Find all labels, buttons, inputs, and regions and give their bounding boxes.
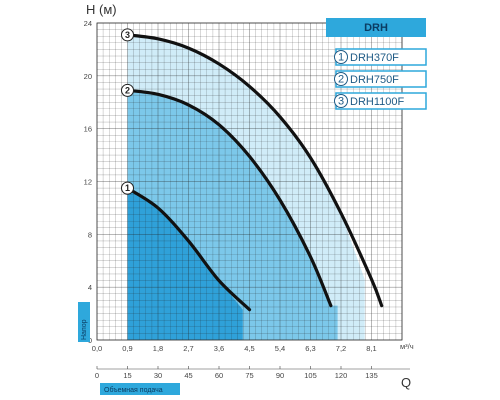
x-tick-label-lmin: 105 bbox=[304, 371, 317, 380]
x-tick-label-m3h: 8,1 bbox=[366, 344, 376, 353]
x-tick-label-m3h: 7,2 bbox=[336, 344, 346, 353]
legend: 1 DRH370F 2 DRH750F 3 DRH1100F bbox=[334, 48, 427, 110]
operating-bands bbox=[127, 34, 365, 340]
y-tick-label: 16 bbox=[84, 125, 92, 134]
x-tick-labels-m3h: 0,0 0,9 1,8 2,7 3,6 4,5 5,4 6,3 7,2 8,1 bbox=[92, 344, 377, 353]
x-tick-label-lmin: 135 bbox=[365, 371, 378, 380]
x-tick-label-lmin: 90 bbox=[276, 371, 284, 380]
legend-marker-label: 2 bbox=[338, 74, 344, 86]
curve-marker-label: 1 bbox=[125, 183, 130, 193]
x-axis-q-label: Q bbox=[401, 375, 411, 390]
curve-markers: 1 2 3 bbox=[121, 28, 134, 195]
plot-frame bbox=[96, 22, 403, 341]
y-tick-label: 12 bbox=[84, 178, 92, 187]
y-tick-label: 20 bbox=[84, 72, 92, 81]
curve-marker-label: 3 bbox=[125, 30, 130, 40]
x-tick-label-lmin: 15 bbox=[123, 371, 131, 380]
x-unit-label: м³/ч bbox=[400, 342, 414, 351]
curve-DRH370F bbox=[125, 186, 252, 312]
x-bottom-tag: Объемная подача bbox=[100, 383, 180, 395]
title-banner: DRH bbox=[326, 18, 426, 37]
x-tick-label-lmin: 60 bbox=[215, 371, 223, 380]
curve-marker-circle bbox=[121, 83, 134, 97]
y-tick-label: 24 bbox=[84, 19, 92, 28]
y-axis-title: H (м) bbox=[86, 2, 117, 17]
curve-DRH1100F bbox=[125, 33, 384, 308]
x-tick-label-lmin: 0 bbox=[95, 371, 99, 380]
x-tick-label-m3h: 1,8 bbox=[153, 344, 163, 353]
legend-entry-DRH370F: DRH370F bbox=[350, 52, 399, 64]
legend-entry-DRH750F: DRH750F bbox=[350, 74, 399, 86]
legend-marker bbox=[334, 72, 348, 86]
x-tick-label-m3h: 0,0 bbox=[92, 344, 102, 353]
curve-marker-circle bbox=[121, 28, 134, 42]
curve-marker-label: 2 bbox=[125, 85, 130, 95]
x-tick-label-m3h: 2,7 bbox=[183, 344, 193, 353]
x-tick-label-m3h: 6,3 bbox=[305, 344, 315, 353]
curve-DRH750F bbox=[125, 88, 333, 308]
x-tick-label-lmin: 75 bbox=[245, 371, 253, 380]
y-tick-label: 4 bbox=[88, 283, 92, 292]
chart-title: DRH bbox=[364, 22, 388, 34]
x-tick-label-lmin: 120 bbox=[335, 371, 348, 380]
y-side-tag-label: Напор bbox=[81, 319, 88, 340]
band-1 bbox=[127, 188, 243, 340]
legend-marker bbox=[334, 94, 348, 108]
y-tick-label: 8 bbox=[88, 230, 92, 239]
x-tick-label-m3h: 0,9 bbox=[122, 344, 132, 353]
x-bottom-tag-label: Объемная подача bbox=[104, 386, 163, 394]
legend-marker bbox=[334, 50, 348, 64]
x-tick-label-m3h: 4,5 bbox=[244, 344, 254, 353]
x-tick-label-m3h: 5,4 bbox=[275, 344, 285, 353]
y-side-tag: Напор bbox=[78, 302, 90, 342]
curve-marker-circle bbox=[121, 181, 134, 195]
x-tick-label-lmin: 30 bbox=[154, 371, 162, 380]
x-tick-label-lmin: 45 bbox=[184, 371, 192, 380]
x-tick-labels-lmin: 0 15 30 45 60 75 90 105 120 135 bbox=[95, 366, 410, 380]
x-tick-label-m3h: 3,6 bbox=[214, 344, 224, 353]
legend-entry-DRH1100F: DRH1100F bbox=[350, 96, 404, 108]
legend-marker-label: 1 bbox=[338, 52, 344, 64]
legend-marker-label: 3 bbox=[338, 96, 344, 108]
y-tick-labels: 04812162024 bbox=[84, 19, 92, 345]
performance-curves bbox=[125, 33, 384, 312]
